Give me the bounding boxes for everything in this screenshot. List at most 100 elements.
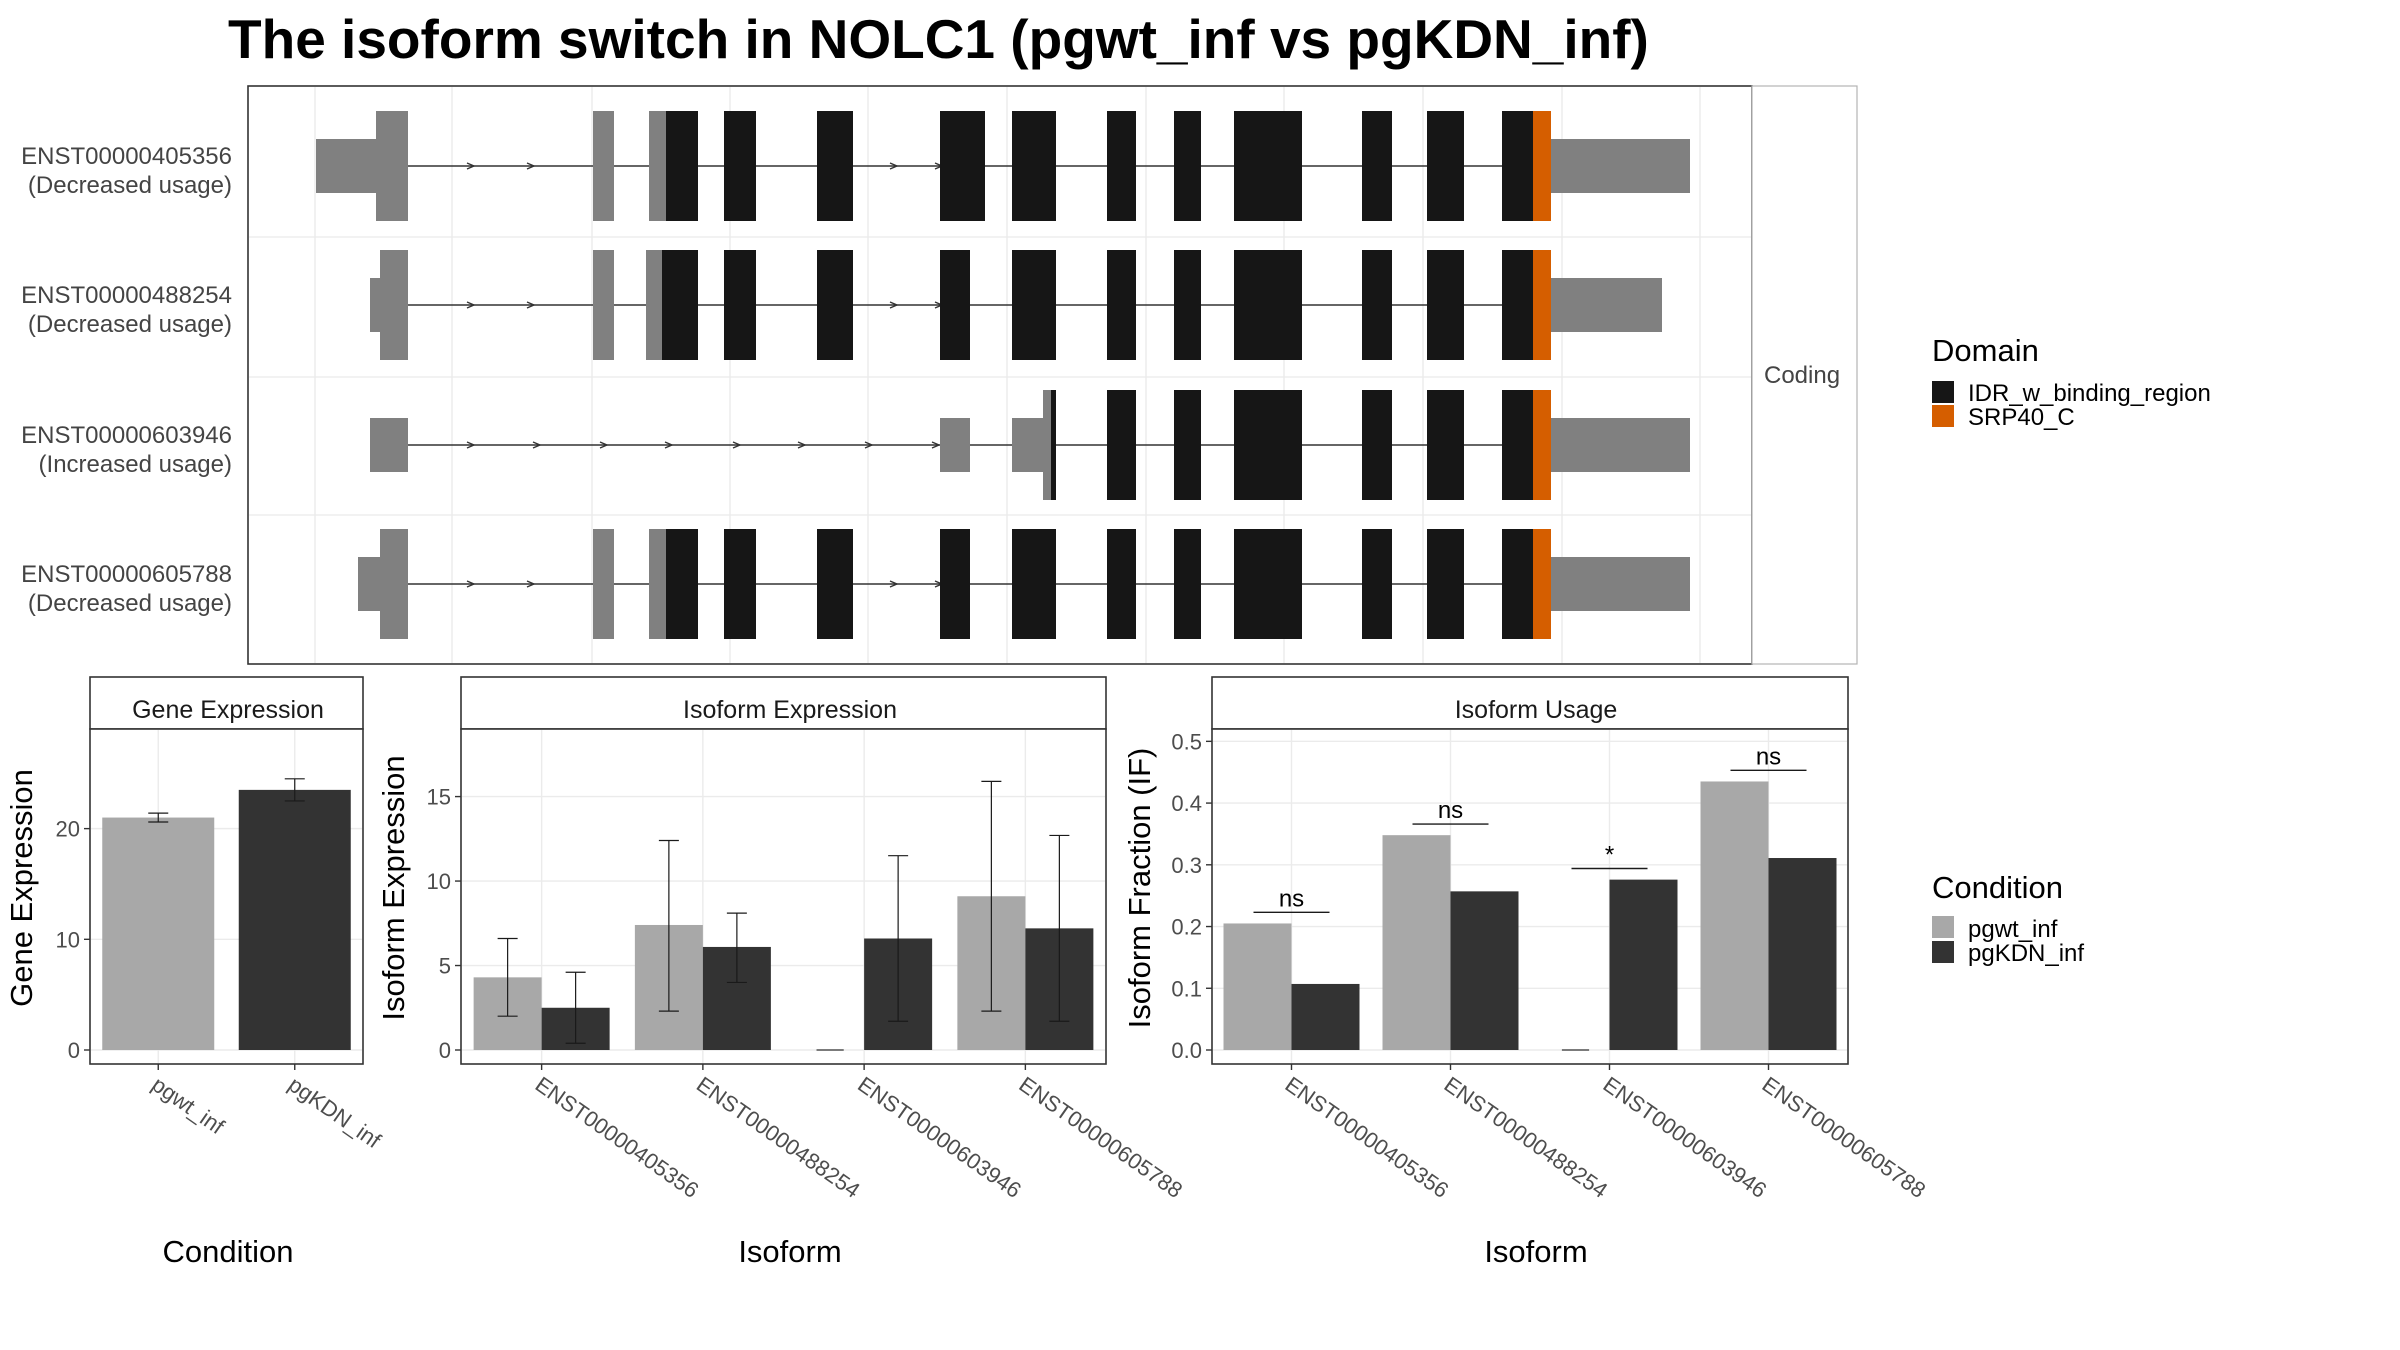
isoform-usage-xlabel: Isoform xyxy=(1484,1234,1587,1269)
cds-exon xyxy=(1051,390,1056,500)
y-tick-label: 10 xyxy=(427,869,451,894)
legend-swatch-srp40 xyxy=(1932,405,1954,427)
strip-box xyxy=(1211,676,1849,730)
cds-exon xyxy=(662,250,698,360)
x-tick-label: ENST00000605788 xyxy=(1015,1072,1188,1203)
srp40-domain xyxy=(1533,529,1551,639)
y-tick-label: 5 xyxy=(439,954,451,979)
srp40-domain xyxy=(1533,111,1551,221)
cds-exon xyxy=(1427,250,1464,360)
bar xyxy=(238,789,351,1050)
cds-exon xyxy=(1234,250,1302,360)
structure-transcripts xyxy=(316,111,1690,639)
utr-exon xyxy=(370,278,380,332)
isoform-expression-xlabel: Isoform xyxy=(738,1234,841,1269)
direction-arrow xyxy=(889,580,899,588)
direction-arrow xyxy=(599,441,609,449)
direction-arrow xyxy=(732,441,742,449)
direction-arrow xyxy=(466,301,476,309)
isoform-usage-ylabel: Isoform Fraction (IF) xyxy=(1122,748,1157,1029)
isoform-expression-strip: Isoform Expression xyxy=(683,696,897,724)
significance-label: ns xyxy=(1438,797,1463,824)
x-tick-label: ENST00000405356 xyxy=(1281,1072,1454,1203)
cds-exon xyxy=(1502,111,1533,221)
x-tick-label: pgwt_inf xyxy=(147,1072,229,1140)
cds-exon xyxy=(1107,250,1136,360)
cds-exon xyxy=(1234,390,1302,500)
direction-arrow xyxy=(526,580,536,588)
cds-exon xyxy=(1502,250,1533,360)
utr-exon xyxy=(593,111,614,221)
isoform-status-label: (Decreased usage) xyxy=(28,172,232,199)
cds-exon xyxy=(1174,529,1201,639)
facet-label: Coding xyxy=(1764,362,1840,389)
isoform-usage-strip: Isoform Usage xyxy=(1455,696,1618,724)
legend-label-pgkdn: pgKDN_inf xyxy=(1968,940,2084,967)
bar xyxy=(1450,891,1519,1050)
structure-panel: Coding xyxy=(247,85,1858,665)
cds-exon xyxy=(1362,250,1392,360)
y-tick-label: 0.3 xyxy=(1171,853,1202,878)
strip-box xyxy=(460,676,1107,730)
isoform-status-label: (Increased usage) xyxy=(39,451,232,478)
y-tick-label: 0 xyxy=(439,1038,451,1063)
cds-exon xyxy=(1107,529,1136,639)
bar xyxy=(102,817,215,1050)
domain-legend-title: Domain xyxy=(1932,333,2039,368)
utr-exon xyxy=(1551,557,1690,611)
cds-exon xyxy=(1234,111,1302,221)
cds-exon xyxy=(1234,529,1302,639)
cds-exon xyxy=(817,111,853,221)
cds-exon xyxy=(1174,390,1201,500)
cds-exon xyxy=(1174,250,1201,360)
facet-strip xyxy=(1751,85,1858,665)
utr-exon xyxy=(649,529,666,639)
utr-exon xyxy=(593,250,614,360)
y-tick-label: 0.0 xyxy=(1171,1038,1202,1063)
y-tick-label: 0 xyxy=(68,1038,80,1063)
transcript-row xyxy=(316,111,1690,221)
legend-swatch-idr xyxy=(1932,381,1954,403)
isoform-expression-chart: Isoform Isoform Expression Isoform Expre… xyxy=(376,676,1188,1269)
isoform-labels: ENST00000405356(Decreased usage)ENST0000… xyxy=(21,143,232,617)
cds-exon xyxy=(1012,529,1056,639)
utr-exon xyxy=(380,529,408,639)
gene-expression-strip: Gene Expression xyxy=(132,696,324,724)
cds-exon xyxy=(1174,111,1201,221)
srp40-domain xyxy=(1533,390,1551,500)
cds-exon xyxy=(940,529,970,639)
utr-exon xyxy=(1012,418,1043,472)
cds-exon xyxy=(1107,111,1136,221)
utr-exon xyxy=(370,418,408,472)
direction-arrow xyxy=(532,441,542,449)
x-tick-label: ENST00000605788 xyxy=(1758,1072,1931,1203)
utr-exon xyxy=(1043,390,1051,500)
bar xyxy=(1768,858,1837,1050)
figure-title: The isoform switch in NOLC1 (pgwt_inf vs… xyxy=(228,8,1649,70)
bar xyxy=(1609,879,1678,1050)
strip-box xyxy=(89,676,364,730)
direction-arrow xyxy=(526,301,536,309)
direction-arrow xyxy=(889,162,899,170)
cds-exon xyxy=(724,529,756,639)
utr-exon xyxy=(1551,139,1690,193)
utr-exon xyxy=(1551,278,1662,332)
significance-label: ns xyxy=(1279,885,1304,912)
x-tick-label: ENST00000603946 xyxy=(853,1072,1026,1203)
cds-exon xyxy=(1012,250,1056,360)
legend-swatch-pgwt xyxy=(1932,916,1954,938)
utr-exon xyxy=(646,250,662,360)
cds-exon xyxy=(817,250,853,360)
cds-exon xyxy=(1107,390,1136,500)
condition-legend-title: Condition xyxy=(1932,870,2063,905)
direction-arrow xyxy=(526,162,536,170)
direction-arrow xyxy=(466,162,476,170)
direction-arrow xyxy=(466,441,476,449)
isoform-id-label: ENST00000603946 xyxy=(21,422,232,449)
y-tick-label: 0.2 xyxy=(1171,915,1202,940)
cds-exon xyxy=(1502,529,1533,639)
isoform-status-label: (Decreased usage) xyxy=(28,311,232,338)
significance-label: * xyxy=(1605,842,1614,869)
direction-arrow xyxy=(466,580,476,588)
